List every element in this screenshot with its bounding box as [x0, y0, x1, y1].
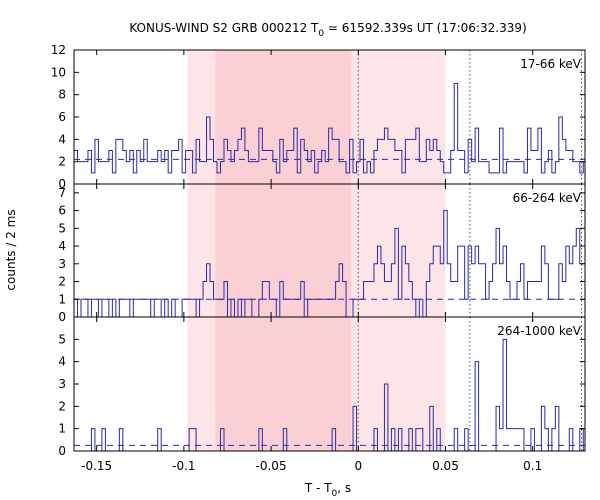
y-tick-label: 3 [58, 377, 66, 391]
y-tick-label: 2 [58, 275, 66, 289]
y-tick-label: 2 [58, 399, 66, 413]
x-tick-label: 0.1 [523, 459, 542, 473]
x-tick-label: -0.15 [81, 459, 112, 473]
chart-title: KONUS-WIND S2 GRB 000212 T0 = 61592.339s… [129, 21, 526, 39]
y-tick-label: 6 [58, 204, 66, 218]
y-tick-label: 1 [58, 422, 66, 436]
y-tick-label: 10 [51, 65, 66, 79]
y-tick-label: 4 [58, 239, 66, 253]
y-tick-label: 0 [58, 444, 66, 458]
y-tick-label: 0 [58, 310, 66, 324]
y-tick-label: 7 [58, 186, 66, 200]
panel-3: 0 1 2 3 4 5 -0.15 -0.1 -0.05 0 0.05 0.1 264-1000 keV [58, 316, 586, 473]
y-tick-label: 4 [58, 355, 66, 369]
y-tick-label: 5 [58, 221, 66, 235]
y-tick-label: 4 [58, 132, 66, 146]
y-tick-label: 3 [58, 257, 66, 271]
y-axis-label: counts / 2 ms [4, 209, 18, 290]
x-axis-label: T - T0, s [304, 481, 351, 499]
y-tick-label: 1 [58, 292, 66, 306]
x-tick-label: 0.05 [432, 459, 459, 473]
panel-2: 0 1 2 3 4 5 6 7 66-264 keV [58, 183, 586, 324]
y-tick-label: 12 [51, 43, 66, 57]
y-tick-label: 8 [58, 88, 66, 102]
energy-band-label: 17-66 keV [520, 57, 582, 71]
light-curve-series [74, 83, 585, 174]
panel-1: 0 2 4 6 8 10 12 17-66 keV [51, 43, 586, 191]
shaded-region-2 [215, 50, 352, 184]
y-tick-label: 5 [58, 332, 66, 346]
y-tick-label: 0 [58, 177, 66, 191]
energy-band-label: 66-264 keV [513, 191, 582, 205]
x-tick-label: 0 [354, 459, 362, 473]
y-tick-label: 6 [58, 110, 66, 124]
x-tick-label: -0.1 [172, 459, 195, 473]
y-tick-label: 2 [58, 155, 66, 169]
x-tick-label: -0.05 [256, 459, 287, 473]
energy-band-label: 264-1000 keV [497, 324, 581, 338]
